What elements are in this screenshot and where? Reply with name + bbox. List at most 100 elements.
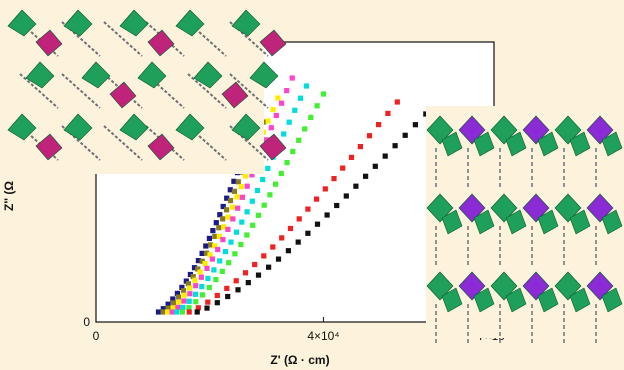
data-point-s3 <box>230 204 236 210</box>
data-point-s1 <box>231 178 237 184</box>
green-polyhedron <box>601 209 623 235</box>
data-point-s2 <box>216 225 222 231</box>
green-polyhedron <box>441 287 463 313</box>
data-point-s6 <box>219 268 225 274</box>
data-point-s7 <box>242 270 249 276</box>
data-point-s7 <box>270 244 276 250</box>
data-point-s7 <box>205 299 211 305</box>
y-axis-label: Z'' (Ω <box>2 181 16 211</box>
data-point-s8 <box>266 264 272 270</box>
magenta-polyhedron <box>259 29 287 57</box>
data-point-s3 <box>221 224 227 230</box>
data-point-s5 <box>222 249 228 255</box>
green-polyhedron <box>426 271 454 301</box>
green-polyhedron <box>441 209 463 235</box>
data-point-s3 <box>238 184 244 190</box>
data-point-s3 <box>265 118 271 124</box>
data-point-s1 <box>160 306 166 312</box>
data-point-s4 <box>220 237 226 243</box>
data-point-s8 <box>402 132 408 138</box>
data-point-s8 <box>412 122 418 128</box>
purple-polyhedron <box>586 271 614 301</box>
data-point-s2 <box>203 250 210 256</box>
data-point-s4 <box>284 88 290 94</box>
data-point-s7 <box>322 186 328 192</box>
data-point-s7 <box>394 99 400 105</box>
green-polyhedron <box>7 113 37 141</box>
data-point-s8 <box>295 239 301 245</box>
data-point-s7 <box>314 196 320 202</box>
green-polyhedron <box>249 61 279 89</box>
data-point-s8 <box>214 300 220 306</box>
green-polyhedron <box>569 287 591 313</box>
data-point-s1 <box>187 271 193 278</box>
data-point-s4 <box>209 256 215 262</box>
data-point-s7 <box>376 122 382 128</box>
data-point-s7 <box>279 235 285 241</box>
data-point-s4 <box>198 274 204 280</box>
data-point-s8 <box>372 163 378 169</box>
green-polyhedron <box>490 271 518 301</box>
data-point-s7 <box>261 253 267 259</box>
data-point-s4 <box>235 205 241 211</box>
data-point-s5 <box>281 131 287 137</box>
y-ticks: 04×10⁴ <box>58 155 101 329</box>
data-point-s1 <box>179 284 185 290</box>
purple-polyhedron <box>522 271 550 301</box>
data-point-s6 <box>200 292 206 298</box>
data-point-s1 <box>213 220 219 226</box>
data-point-s5 <box>186 298 192 304</box>
green-polyhedron <box>175 113 205 141</box>
data-point-s5 <box>292 107 298 113</box>
data-point-s7 <box>214 292 220 299</box>
data-point-s6 <box>179 309 185 315</box>
data-point-s8 <box>423 111 429 117</box>
green-polyhedron <box>426 115 454 145</box>
data-point-s7 <box>186 309 192 315</box>
green-polyhedron <box>193 61 223 89</box>
data-point-s4 <box>215 246 221 253</box>
data-point-s8 <box>235 287 241 293</box>
data-point-s3 <box>275 95 281 101</box>
data-point-s6 <box>226 260 232 266</box>
organic-linker <box>229 125 269 161</box>
data-point-s2 <box>170 300 176 306</box>
data-point-s6 <box>250 222 256 228</box>
data-point-s7 <box>357 144 363 150</box>
green-polyhedron <box>175 9 205 37</box>
left-crystal-structure-image <box>7 8 287 174</box>
data-point-s5 <box>297 95 304 101</box>
green-polyhedron <box>505 287 527 313</box>
data-point-s7 <box>233 278 239 284</box>
data-point-s6 <box>238 241 244 248</box>
green-polyhedron <box>473 209 495 235</box>
data-point-s5 <box>286 119 292 125</box>
data-point-s8 <box>334 202 340 209</box>
data-point-s2 <box>212 233 218 239</box>
purple-polyhedron <box>522 193 550 223</box>
purple-polyhedron <box>586 193 614 223</box>
data-point-s5 <box>217 258 223 264</box>
data-point-s6 <box>308 114 314 120</box>
data-point-s8 <box>353 183 359 189</box>
magenta-polyhedron <box>35 29 63 57</box>
data-point-s3 <box>225 214 231 220</box>
green-polyhedron <box>554 193 582 223</box>
data-point-s4 <box>239 194 245 200</box>
green-polyhedron <box>137 61 167 89</box>
data-point-s7 <box>224 285 230 291</box>
data-point-s2 <box>220 216 226 222</box>
data-point-s8 <box>382 153 388 159</box>
data-point-s3 <box>181 292 187 298</box>
data-point-s6 <box>186 305 192 311</box>
data-point-s8 <box>204 305 210 311</box>
green-polyhedron <box>601 131 623 157</box>
data-point-s6 <box>273 181 279 187</box>
data-point-s2 <box>231 188 237 194</box>
data-point-s7 <box>305 206 311 212</box>
data-point-s7 <box>296 216 302 222</box>
data-point-s8 <box>225 293 231 300</box>
data-point-s8 <box>392 143 398 149</box>
green-polyhedron <box>601 287 623 313</box>
